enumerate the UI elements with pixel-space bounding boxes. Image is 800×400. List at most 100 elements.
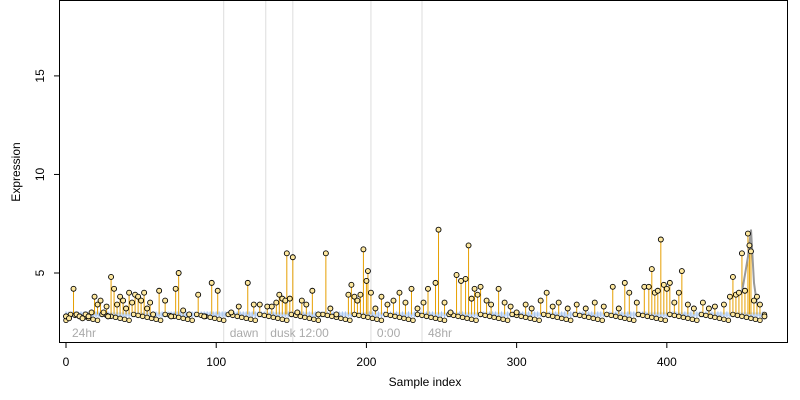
baseline-point (112, 314, 119, 321)
x-tick-label: 200 (356, 355, 376, 369)
baseline-point (757, 317, 763, 324)
baseline-point (374, 316, 380, 323)
data-point (384, 301, 391, 308)
data-point (208, 279, 215, 286)
baseline-point (243, 315, 249, 322)
baseline-point (703, 312, 709, 319)
data-point (537, 297, 544, 304)
data-point (94, 301, 101, 308)
baseline-point (432, 315, 439, 322)
data-point (303, 301, 310, 308)
baseline-point (189, 317, 195, 324)
data-point (298, 297, 305, 304)
data-point (666, 279, 673, 286)
data-point (477, 283, 484, 290)
x-axis: 0 100 200 300 400 (63, 342, 677, 369)
data-point (462, 275, 469, 282)
baseline-point (595, 316, 601, 323)
data-point (195, 291, 202, 298)
baseline-point (568, 317, 574, 324)
baseline-point (180, 315, 186, 322)
data-point (276, 291, 283, 298)
baseline-point (653, 315, 660, 322)
baseline-point (590, 315, 596, 322)
baseline-point (324, 312, 331, 319)
data-point (663, 285, 670, 292)
baseline-point (608, 312, 614, 319)
data-point (501, 299, 508, 306)
data-point (522, 301, 529, 308)
baseline-point (248, 316, 254, 323)
data-point (471, 285, 478, 292)
baseline-point (135, 312, 141, 319)
baseline-point (401, 315, 407, 322)
x-tick-label: 100 (206, 355, 226, 369)
baseline-point (658, 316, 664, 323)
x-tick-label: 0 (63, 355, 70, 369)
baseline-point (721, 316, 727, 323)
baseline-point (581, 313, 587, 320)
data-point (364, 268, 371, 274)
baseline-point (604, 311, 610, 318)
data-point (761, 313, 768, 320)
baseline-point (347, 317, 353, 324)
baseline-point (315, 317, 322, 324)
baseline-point (504, 317, 511, 324)
data-point (378, 293, 385, 300)
data-point (214, 287, 221, 294)
data-point (626, 289, 633, 296)
baseline-point (369, 315, 376, 322)
data-point (144, 305, 151, 312)
baseline-point (577, 312, 583, 319)
data-point (684, 301, 691, 308)
baseline-point (752, 316, 759, 323)
baseline-point (284, 317, 290, 324)
baseline-point (689, 316, 696, 323)
baseline-point (549, 313, 556, 320)
data-point (289, 254, 296, 261)
data-point (363, 277, 370, 284)
data-point (147, 299, 154, 306)
baseline-point (311, 316, 317, 323)
data-point (129, 299, 136, 306)
baseline-point (482, 312, 488, 319)
baseline-point (527, 315, 533, 322)
data-point (168, 313, 175, 320)
data-point (111, 285, 118, 292)
baseline-point (712, 314, 718, 321)
data-point (591, 299, 598, 306)
baseline-point (626, 316, 632, 323)
baseline-point (473, 317, 479, 324)
baseline-point (419, 312, 425, 319)
baseline-point (306, 315, 313, 322)
baseline-point (685, 315, 691, 322)
data-point (333, 311, 340, 318)
baseline-point (153, 316, 159, 323)
baseline-point (536, 317, 542, 324)
baseline-point (184, 316, 191, 323)
data-point (108, 274, 115, 280)
baseline-point (649, 314, 655, 321)
data-point (748, 248, 754, 255)
baseline-point (221, 317, 227, 324)
data-point (85, 313, 92, 320)
baseline-point (680, 314, 687, 321)
baseline-point (157, 317, 164, 324)
baseline-point (662, 317, 669, 324)
data-point (283, 250, 290, 257)
data-point (294, 309, 301, 316)
baseline-point (545, 312, 551, 319)
baseline-point (558, 315, 565, 322)
data-point (671, 299, 678, 306)
data-point (322, 250, 329, 257)
data-point (573, 301, 580, 308)
group-label: dusk (270, 326, 296, 340)
baseline-point (694, 317, 700, 324)
group-label: 48hr (428, 326, 452, 340)
data-point (633, 299, 640, 306)
data-point (105, 313, 112, 320)
data-point (273, 299, 280, 306)
baseline-point (540, 311, 547, 318)
baseline-point (676, 313, 682, 320)
data-point (746, 242, 753, 249)
